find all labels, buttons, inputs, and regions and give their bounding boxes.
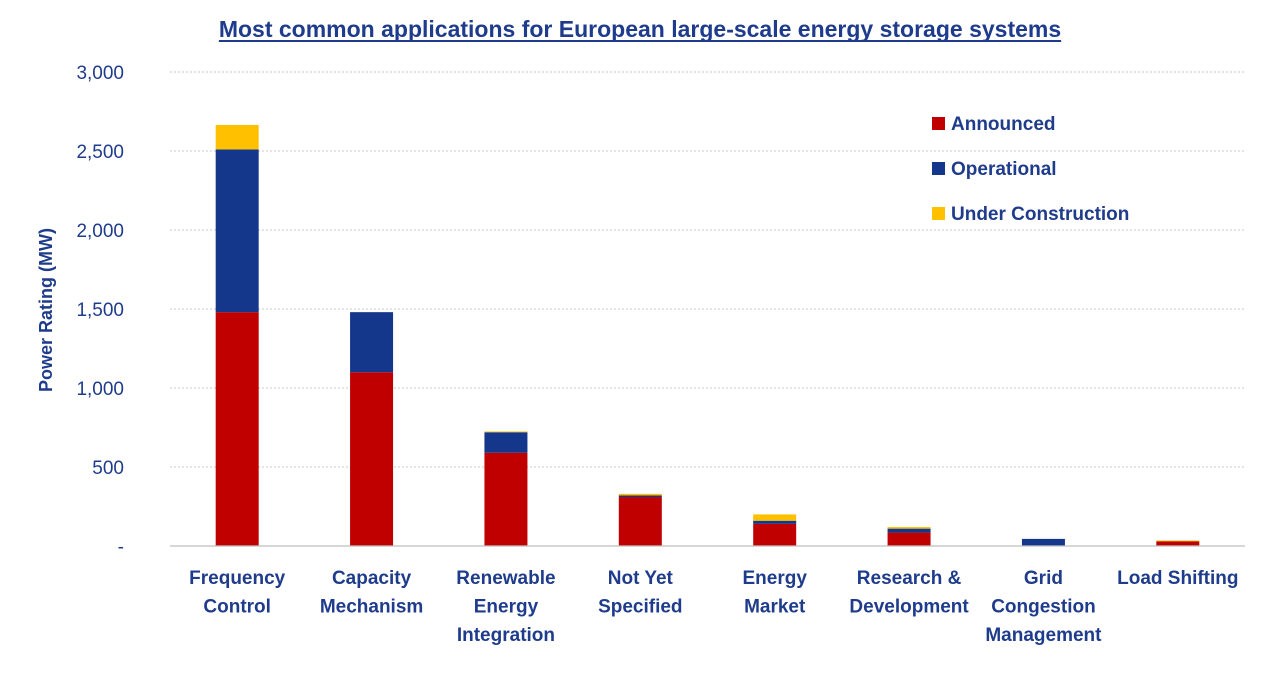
y-axis-label: Power Rating (MW) (36, 228, 56, 392)
bar-segment-operational (350, 312, 394, 373)
legend-swatch (932, 162, 945, 175)
bar-segment-under-construction (215, 124, 259, 150)
x-tick-label: Capacity Mechanism (320, 568, 423, 618)
y-tick-label: - (118, 537, 124, 558)
legend-swatch (932, 207, 945, 220)
bar-segment-under-construction (753, 514, 797, 521)
bar-segment-under-construction (618, 493, 662, 496)
gridlines (170, 71, 1245, 468)
y-tick-label: 500 (92, 458, 124, 479)
bar-segment-announced (484, 452, 528, 546)
x-tick-label: Load Shifting (1117, 568, 1238, 589)
y-tick-label: 1,000 (76, 379, 124, 400)
bar-segment-operational (1021, 538, 1065, 546)
bar-segment-announced (618, 497, 662, 546)
legend: Announced Operational Under Construction (932, 114, 1129, 225)
y-axis-ticks: - 500 1,000 1,500 2,000 2,500 3,000 (76, 63, 124, 558)
bar-segment-operational (215, 149, 259, 313)
x-axis-ticks: Frequency Control Capacity Mechanism Renewab… (189, 568, 1238, 646)
y-tick-label: 2,000 (76, 221, 124, 242)
x-tick-label: Frequency Control (189, 568, 286, 618)
bar-segment-announced (1156, 541, 1200, 546)
x-tick-label: Grid Congestion Management (985, 568, 1102, 646)
y-tick-label: 2,500 (76, 142, 124, 163)
chart-title-group: Most common applications for European la… (218, 16, 1062, 42)
chart-title: Most common applications for European la… (219, 16, 1061, 42)
bar-segment-operational (618, 495, 662, 498)
bar-segment-operational (753, 520, 797, 524)
x-tick-label: Renewable Energy Integration (456, 568, 555, 646)
legend-label: Announced (951, 114, 1056, 135)
bar-segment-under-construction (887, 527, 931, 529)
legend-swatch (932, 117, 945, 130)
y-tick-label: 3,000 (76, 63, 124, 84)
bar-segment-announced (887, 532, 931, 546)
legend-label: Under Construction (951, 204, 1129, 225)
bar-segment-under-construction (484, 431, 528, 433)
bar-segment-under-construction (1156, 540, 1200, 542)
legend-label: Operational (951, 159, 1057, 180)
bar-segment-announced (753, 523, 797, 546)
bars (215, 124, 1200, 546)
x-tick-label: Energy Market (742, 568, 807, 618)
bar-segment-announced (350, 372, 394, 546)
bar-segment-operational (887, 528, 931, 533)
bar-segment-operational (484, 432, 528, 453)
x-tick-label: Research & Development (849, 568, 969, 618)
y-tick-label: 1,500 (76, 300, 124, 321)
bar-segment-announced (215, 312, 259, 546)
x-tick-label: Not Yet Specified (598, 568, 682, 618)
